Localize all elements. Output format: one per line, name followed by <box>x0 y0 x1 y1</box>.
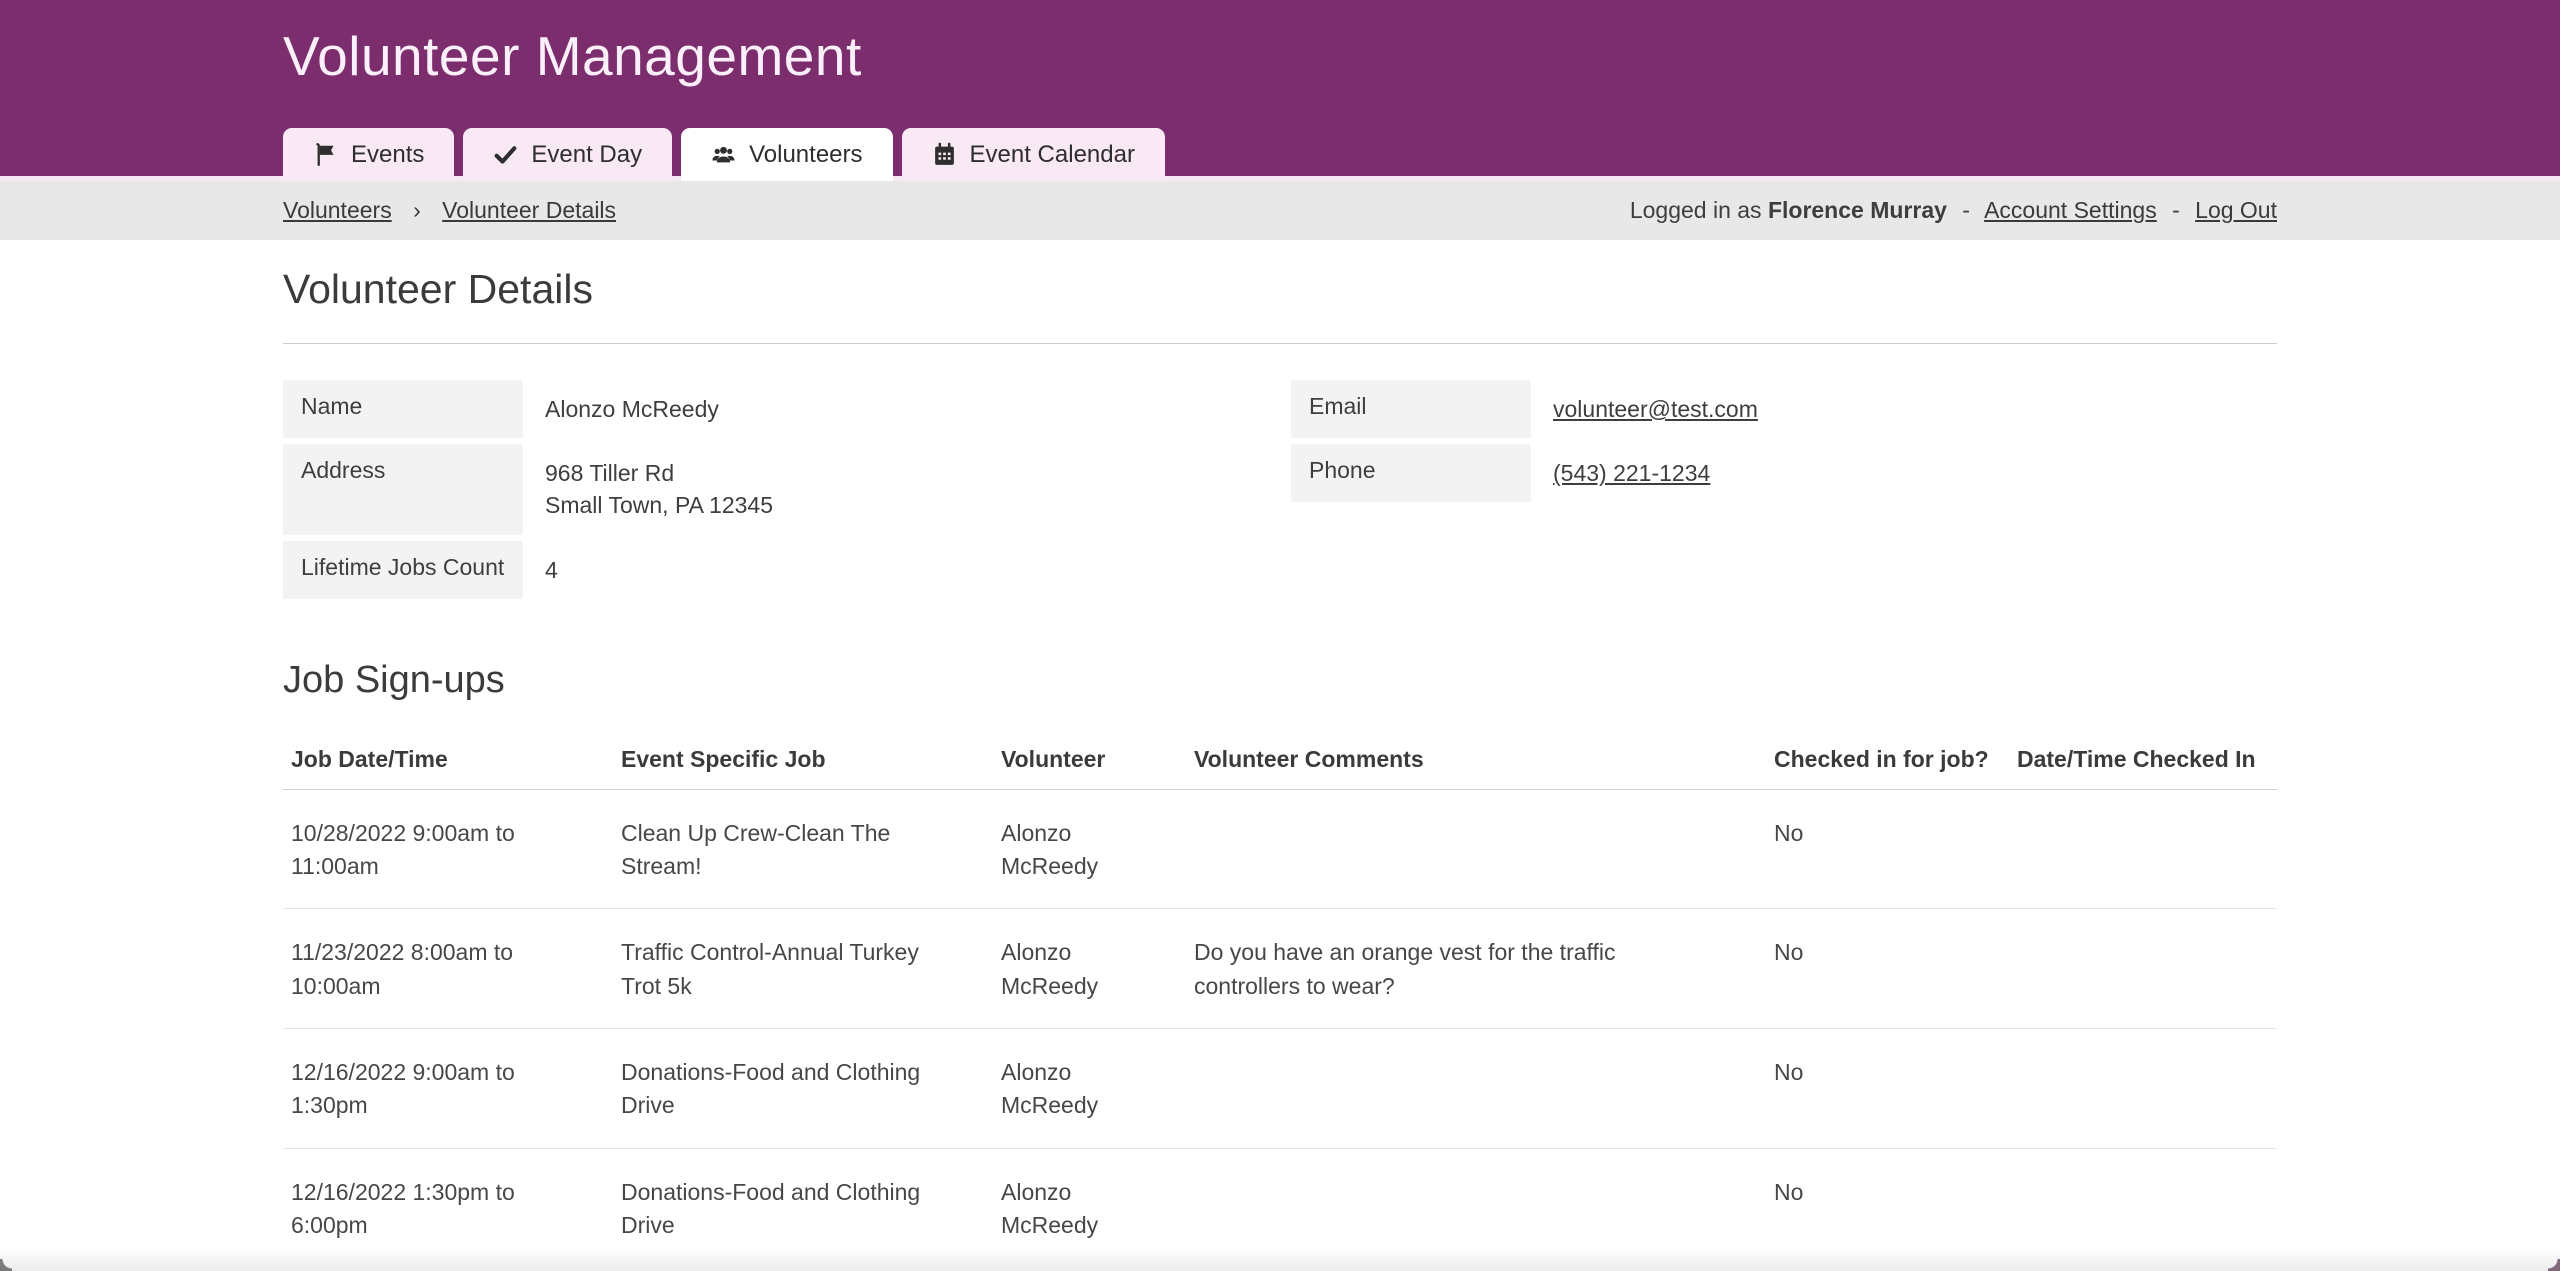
details-left-column: Name Alonzo McReedy Address 968 Tiller R… <box>283 380 1269 605</box>
cell-job-datetime: 12/16/2022 9:00am to 1:30pm <box>283 1028 613 1149</box>
cell-comments <box>1186 789 1766 910</box>
breadcrumb-volunteers-link[interactable]: Volunteers <box>283 197 392 223</box>
account-settings-link[interactable]: Account Settings <box>1984 197 2157 223</box>
tab-label: Volunteers <box>749 140 863 168</box>
bottom-shade <box>0 1247 2560 1271</box>
table-row: 10/28/2022 9:00am to 11:00am Clean Up Cr… <box>283 789 2277 910</box>
cell-volunteer: Alonzo McReedy <box>993 1028 1186 1149</box>
details-right-column: Email volunteer@test.com Phone (543) 221… <box>1291 380 2277 508</box>
tab-event-day[interactable]: Event Day <box>463 128 673 181</box>
cell-checked-in-time <box>2009 789 2277 910</box>
breadcrumb: Volunteers › Volunteer Details <box>283 197 616 224</box>
breadcrumb-volunteer-details-link[interactable]: Volunteer Details <box>442 197 617 223</box>
page-title: Volunteer Details <box>283 266 593 312</box>
field-label: Address <box>283 444 523 535</box>
tab-label: Event Calendar <box>969 140 1135 168</box>
cell-checked-in: No <box>1766 908 2009 1030</box>
field-label: Name <box>283 380 523 439</box>
col-volunteer-comments: Volunteer Comments <box>1186 723 1766 790</box>
cell-comments: Do you have an orange vest for the traff… <box>1186 908 1766 1030</box>
divider <box>283 343 2277 344</box>
cell-job-datetime: 10/28/2022 9:00am to 11:00am <box>283 789 613 910</box>
cell-checked-in-time <box>2009 1028 2277 1149</box>
field-lifetime-jobs-count: Lifetime Jobs Count 4 <box>283 540 1269 599</box>
cell-checked-in: No <box>1766 1028 2009 1149</box>
col-event-specific-job: Event Specific Job <box>613 723 993 790</box>
check-icon <box>493 142 518 167</box>
breadcrumb-bar: Volunteers › Volunteer Details Logged in… <box>0 181 2560 240</box>
field-name: Name Alonzo McReedy <box>283 380 1269 439</box>
flag-icon <box>313 142 338 167</box>
col-checked-in: Checked in for job? <box>1766 723 2009 790</box>
separator-dash: - <box>2172 197 2180 223</box>
field-value: volunteer@test.com <box>1531 380 2277 438</box>
table-row: 12/16/2022 9:00am to 1:30pm Donations-Fo… <box>283 1028 2277 1149</box>
col-job-datetime: Job Date/Time <box>283 723 613 790</box>
field-value: (543) 221-1234 <box>1531 444 2277 502</box>
email-link[interactable]: volunteer@test.com <box>1553 396 1758 422</box>
field-label: Lifetime Jobs Count <box>283 540 523 599</box>
cell-job-datetime: 11/23/2022 8:00am to 10:00am <box>283 908 613 1030</box>
cell-volunteer: Alonzo McReedy <box>993 908 1186 1030</box>
signups-table: Job Date/Time Event Specific Job Volunte… <box>283 723 2277 1269</box>
table-row: 11/23/2022 8:00am to 10:00am Traffic Con… <box>283 908 2277 1030</box>
chevron-right-icon: › <box>413 197 421 223</box>
cell-volunteer: Alonzo McReedy <box>993 789 1186 910</box>
tab-event-calendar[interactable]: Event Calendar <box>901 128 1165 181</box>
logged-in-prefix: Logged in as <box>1629 197 1762 223</box>
tab-label: Event Day <box>531 140 643 168</box>
logout-link[interactable]: Log Out <box>2195 197 2277 223</box>
field-label: Email <box>1291 380 1531 439</box>
main-content: Volunteer Details Name Alonzo McReedy Ad… <box>283 240 2277 1269</box>
cell-job: Donations-Food and Clothing Drive <box>613 1028 993 1149</box>
calendar-icon <box>932 142 957 167</box>
cell-checked-in: No <box>1766 789 2009 910</box>
field-value: Alonzo McReedy <box>545 396 719 422</box>
field-label: Phone <box>1291 444 1531 503</box>
col-checked-in-time: Date/Time Checked In <box>2009 723 2277 790</box>
field-value: 968 Tiller Rd Small Town, PA 12345 <box>523 444 1269 534</box>
cell-job: Traffic Control-Annual Turkey Trot 5k <box>613 908 993 1030</box>
cell-job: Clean Up Crew-Clean The Stream! <box>613 789 993 910</box>
table-header-row: Job Date/Time Event Specific Job Volunte… <box>283 723 2277 790</box>
header-accent-strip <box>0 176 2560 181</box>
users-icon <box>711 142 736 167</box>
volunteer-details: Name Alonzo McReedy Address 968 Tiller R… <box>283 380 2277 605</box>
logged-in-user: Florence Murray <box>1767 197 1947 223</box>
tab-label: Events <box>351 140 425 168</box>
address-line: Small Town, PA 12345 <box>545 492 774 519</box>
phone-link[interactable]: (543) 221-1234 <box>1553 460 1711 487</box>
separator-dash: - <box>1962 197 1970 223</box>
cell-comments <box>1186 1028 1766 1149</box>
session-info: Logged in as Florence Murray - Account S… <box>1630 197 2277 224</box>
tab-events[interactable]: Events <box>283 128 455 181</box>
app-header: Volunteer Management Events Event Day Vo… <box>0 0 2560 181</box>
cell-checked-in-time <box>2009 908 2277 1030</box>
screen-corner-artifact <box>2548 1259 2560 1271</box>
tab-volunteers[interactable]: Volunteers <box>681 128 893 181</box>
app-title: Volunteer Management <box>283 25 862 87</box>
signups-heading: Job Sign-ups <box>283 658 505 701</box>
field-address: Address 968 Tiller Rd Small Town, PA 123… <box>283 444 1269 535</box>
field-phone: Phone (543) 221-1234 <box>1291 444 2277 503</box>
address-line: 968 Tiller Rd <box>545 460 675 487</box>
field-value: 4 <box>545 556 558 583</box>
field-email: Email volunteer@test.com <box>1291 380 2277 439</box>
col-volunteer: Volunteer <box>993 723 1186 790</box>
tab-bar: Events Event Day Volunteers Event Calend… <box>283 128 1165 181</box>
screen-corner-artifact <box>0 1259 12 1271</box>
